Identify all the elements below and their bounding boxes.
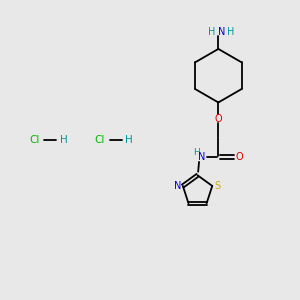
Text: O: O	[236, 152, 243, 162]
Text: N: N	[198, 152, 206, 162]
Text: H: H	[125, 135, 133, 145]
Text: O: O	[214, 114, 222, 124]
Text: H: H	[227, 27, 235, 37]
Text: S: S	[214, 181, 221, 191]
Text: N: N	[174, 181, 181, 191]
Text: H: H	[194, 148, 200, 157]
Text: Cl: Cl	[29, 135, 39, 145]
Text: N: N	[218, 27, 225, 37]
Text: Cl: Cl	[94, 135, 105, 145]
Text: H: H	[60, 135, 68, 145]
Text: H: H	[208, 27, 215, 37]
